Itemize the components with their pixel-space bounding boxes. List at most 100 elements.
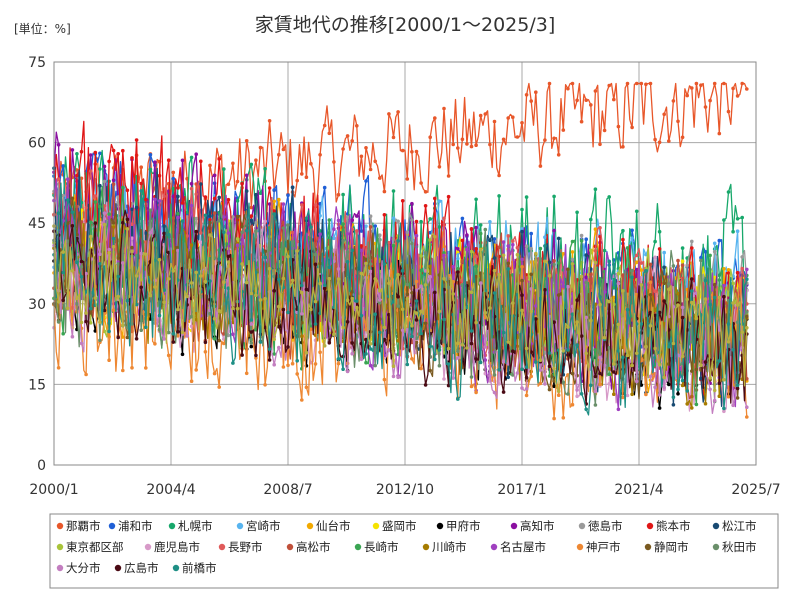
series-point	[70, 148, 75, 152]
series-point	[579, 334, 584, 338]
series-point	[520, 227, 524, 231]
series-point	[575, 320, 579, 324]
series-point	[263, 296, 267, 301]
series-point	[400, 307, 405, 312]
series-point	[625, 246, 630, 250]
series-point	[98, 204, 102, 209]
series-point	[602, 248, 607, 253]
series-point	[552, 194, 556, 199]
series-point	[222, 215, 226, 219]
legend-label: 大分市	[66, 561, 101, 575]
series-point	[570, 371, 575, 376]
series-point	[189, 181, 194, 186]
series-point	[258, 340, 263, 344]
series-point	[648, 293, 653, 297]
series-point	[524, 346, 529, 351]
series-point	[731, 86, 735, 91]
series-point	[272, 337, 277, 342]
series-point	[102, 164, 107, 169]
series-point	[203, 279, 208, 284]
series-point	[208, 163, 212, 168]
series-point	[318, 232, 322, 236]
series-point	[589, 318, 593, 323]
series-point	[731, 301, 735, 305]
series-point	[630, 125, 634, 130]
series-point	[272, 289, 277, 293]
series-point	[584, 280, 588, 285]
series-point	[414, 311, 419, 315]
series-point	[474, 390, 478, 395]
series-point	[442, 253, 446, 258]
series-point	[235, 237, 240, 241]
series-point	[529, 309, 533, 314]
series-point	[88, 153, 93, 157]
series-point	[662, 385, 666, 390]
series-point	[639, 283, 644, 287]
series-point	[433, 290, 437, 295]
series-point	[703, 278, 708, 283]
series-point	[524, 365, 529, 369]
series-point	[153, 342, 157, 346]
series-point	[478, 231, 483, 236]
series-point	[355, 229, 359, 233]
series-point	[428, 135, 433, 139]
series-point	[433, 196, 437, 201]
series-point	[690, 369, 694, 373]
series-point	[327, 276, 332, 281]
series-point	[442, 317, 446, 322]
series-point	[492, 119, 497, 124]
series-point	[414, 318, 419, 322]
series-point	[410, 150, 414, 154]
series-point	[300, 203, 304, 207]
series-point	[694, 81, 699, 86]
series-point	[336, 361, 341, 366]
series-point	[194, 229, 198, 234]
series-point	[612, 262, 616, 267]
series-point	[313, 203, 318, 207]
legend-swatch	[436, 522, 444, 530]
series-point	[157, 199, 162, 203]
series-point	[336, 267, 341, 271]
series-point	[745, 277, 749, 282]
series-point	[102, 179, 107, 184]
series-point	[685, 389, 689, 393]
series-point	[313, 299, 318, 304]
series-point	[300, 283, 304, 288]
series-point	[300, 172, 304, 176]
series-point	[639, 268, 644, 272]
series-point	[98, 262, 102, 266]
legend-label: 浦和市	[118, 519, 153, 533]
series-point	[612, 286, 616, 290]
series-point	[589, 217, 593, 222]
legend-label: 松江市	[722, 519, 757, 533]
series-point	[423, 190, 428, 194]
series-point	[61, 270, 65, 275]
series-point	[534, 251, 538, 256]
series-point	[345, 215, 350, 219]
series-point	[148, 230, 153, 235]
series-point	[685, 263, 689, 268]
series-point	[180, 352, 185, 357]
series-point	[712, 388, 717, 393]
series-point	[84, 319, 88, 324]
series-point	[501, 359, 506, 364]
series-point	[176, 307, 180, 312]
series-point	[515, 135, 520, 139]
series-point	[281, 202, 286, 206]
series-point	[318, 153, 322, 157]
series-point	[511, 115, 515, 119]
series-point	[579, 239, 584, 243]
series-point	[217, 385, 221, 389]
series-point	[231, 306, 235, 311]
series-point	[667, 287, 671, 292]
series-point	[130, 245, 134, 250]
series-point	[598, 302, 602, 307]
series-point	[469, 375, 474, 379]
series-point	[240, 353, 244, 357]
series-point	[547, 81, 552, 86]
series-point	[703, 297, 708, 301]
series-point	[148, 167, 153, 172]
series-point	[226, 197, 231, 202]
series-point	[584, 351, 588, 356]
series-point	[336, 192, 341, 197]
